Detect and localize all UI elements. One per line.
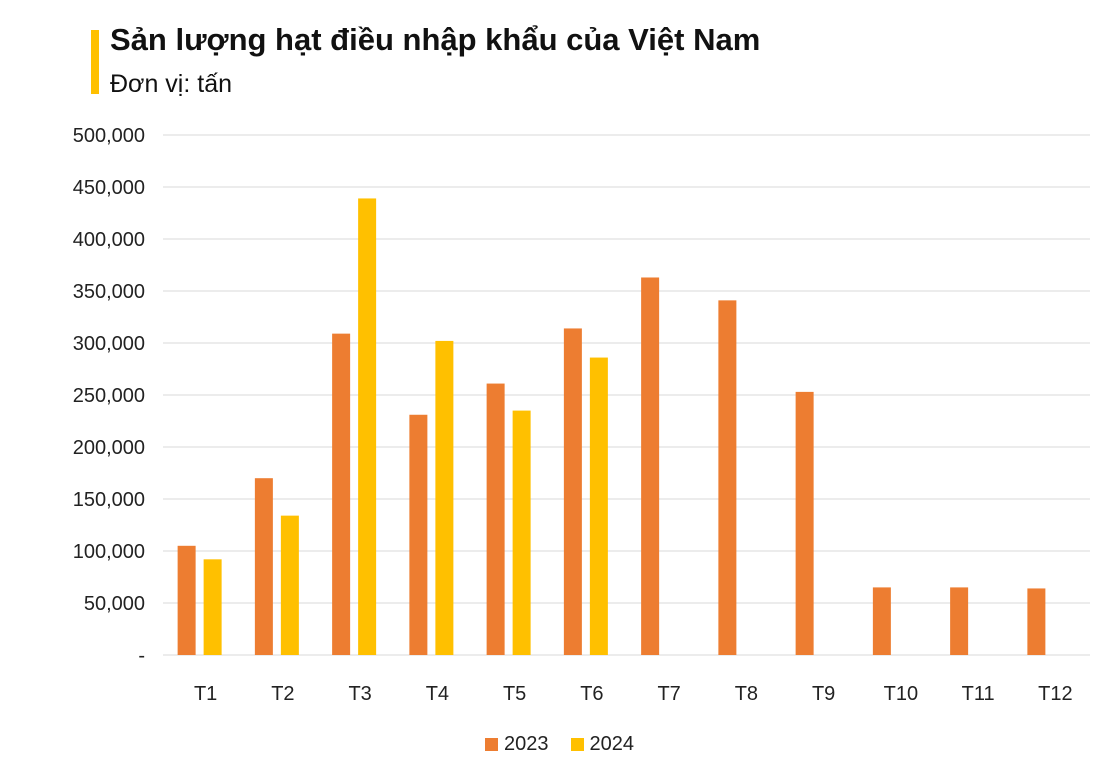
x-tick-label: T10 [884,683,918,705]
x-tick-label: T9 [812,683,835,705]
bar-2023-T10 [872,587,891,655]
bar-2023-T11 [950,587,969,655]
y-tick-label: 200,000 [73,437,145,459]
bar-2023-T5 [486,383,505,655]
y-tick-label: 400,000 [73,229,145,251]
bar-2024-T4 [435,340,454,655]
y-tick-label: 500,000 [73,125,145,147]
legend-swatch-2024 [570,738,584,751]
y-tick-label: 300,000 [73,333,145,355]
y-tick-label: - [138,645,145,667]
bar-2023-T4 [409,414,428,655]
legend-swatch-2023 [485,738,498,751]
y-tick-label: 250,000 [73,385,145,407]
bar-2023-T7 [641,277,660,655]
x-tick-label: T3 [348,683,371,705]
bar-2023-T3 [332,333,351,655]
bar-2023-T2 [254,478,273,655]
legend-label: 2024 [589,733,635,755]
bar-2024-T2 [280,515,299,655]
x-tick-label: T1 [194,683,217,705]
bar-2023-T6 [563,328,582,655]
bar-2023-T1 [177,545,196,655]
legend-label: 2023 [504,733,549,755]
y-tick-label: 100,000 [73,541,145,563]
bar-2023-T8 [718,300,737,655]
y-tick-label: 150,000 [73,489,145,511]
bar-2024-T3 [358,198,377,655]
title-accent-bar [91,30,99,94]
y-tick-label: 350,000 [73,281,145,303]
x-tick-label: T2 [271,683,294,705]
legend-item-2024: 2024 [570,733,635,756]
bar-2024-T5 [512,410,531,655]
bar-2024-T6 [589,357,608,655]
chart-title: Sản lượng hạt điều nhập khẩu của Việt Na… [110,22,761,57]
x-tick-label: T7 [657,683,680,705]
x-tick-label: T6 [580,683,603,705]
chart-subtitle: Đơn vị: tấn [110,70,232,98]
x-tick-label: T12 [1038,683,1072,705]
legend: 2023 2024 [0,733,1119,756]
y-tick-label: 450,000 [73,177,145,199]
y-tick-label: 50,000 [84,593,145,615]
x-tick-label: T8 [735,683,758,705]
legend-item-2023: 2023 [485,733,549,756]
bar-2023-T9 [795,391,814,655]
bar-2023-T12 [1027,588,1046,655]
x-tick-label: T5 [503,683,526,705]
bar-2024-T1 [203,559,222,655]
x-tick-label: T11 [962,683,995,705]
x-tick-label: T4 [426,683,449,705]
